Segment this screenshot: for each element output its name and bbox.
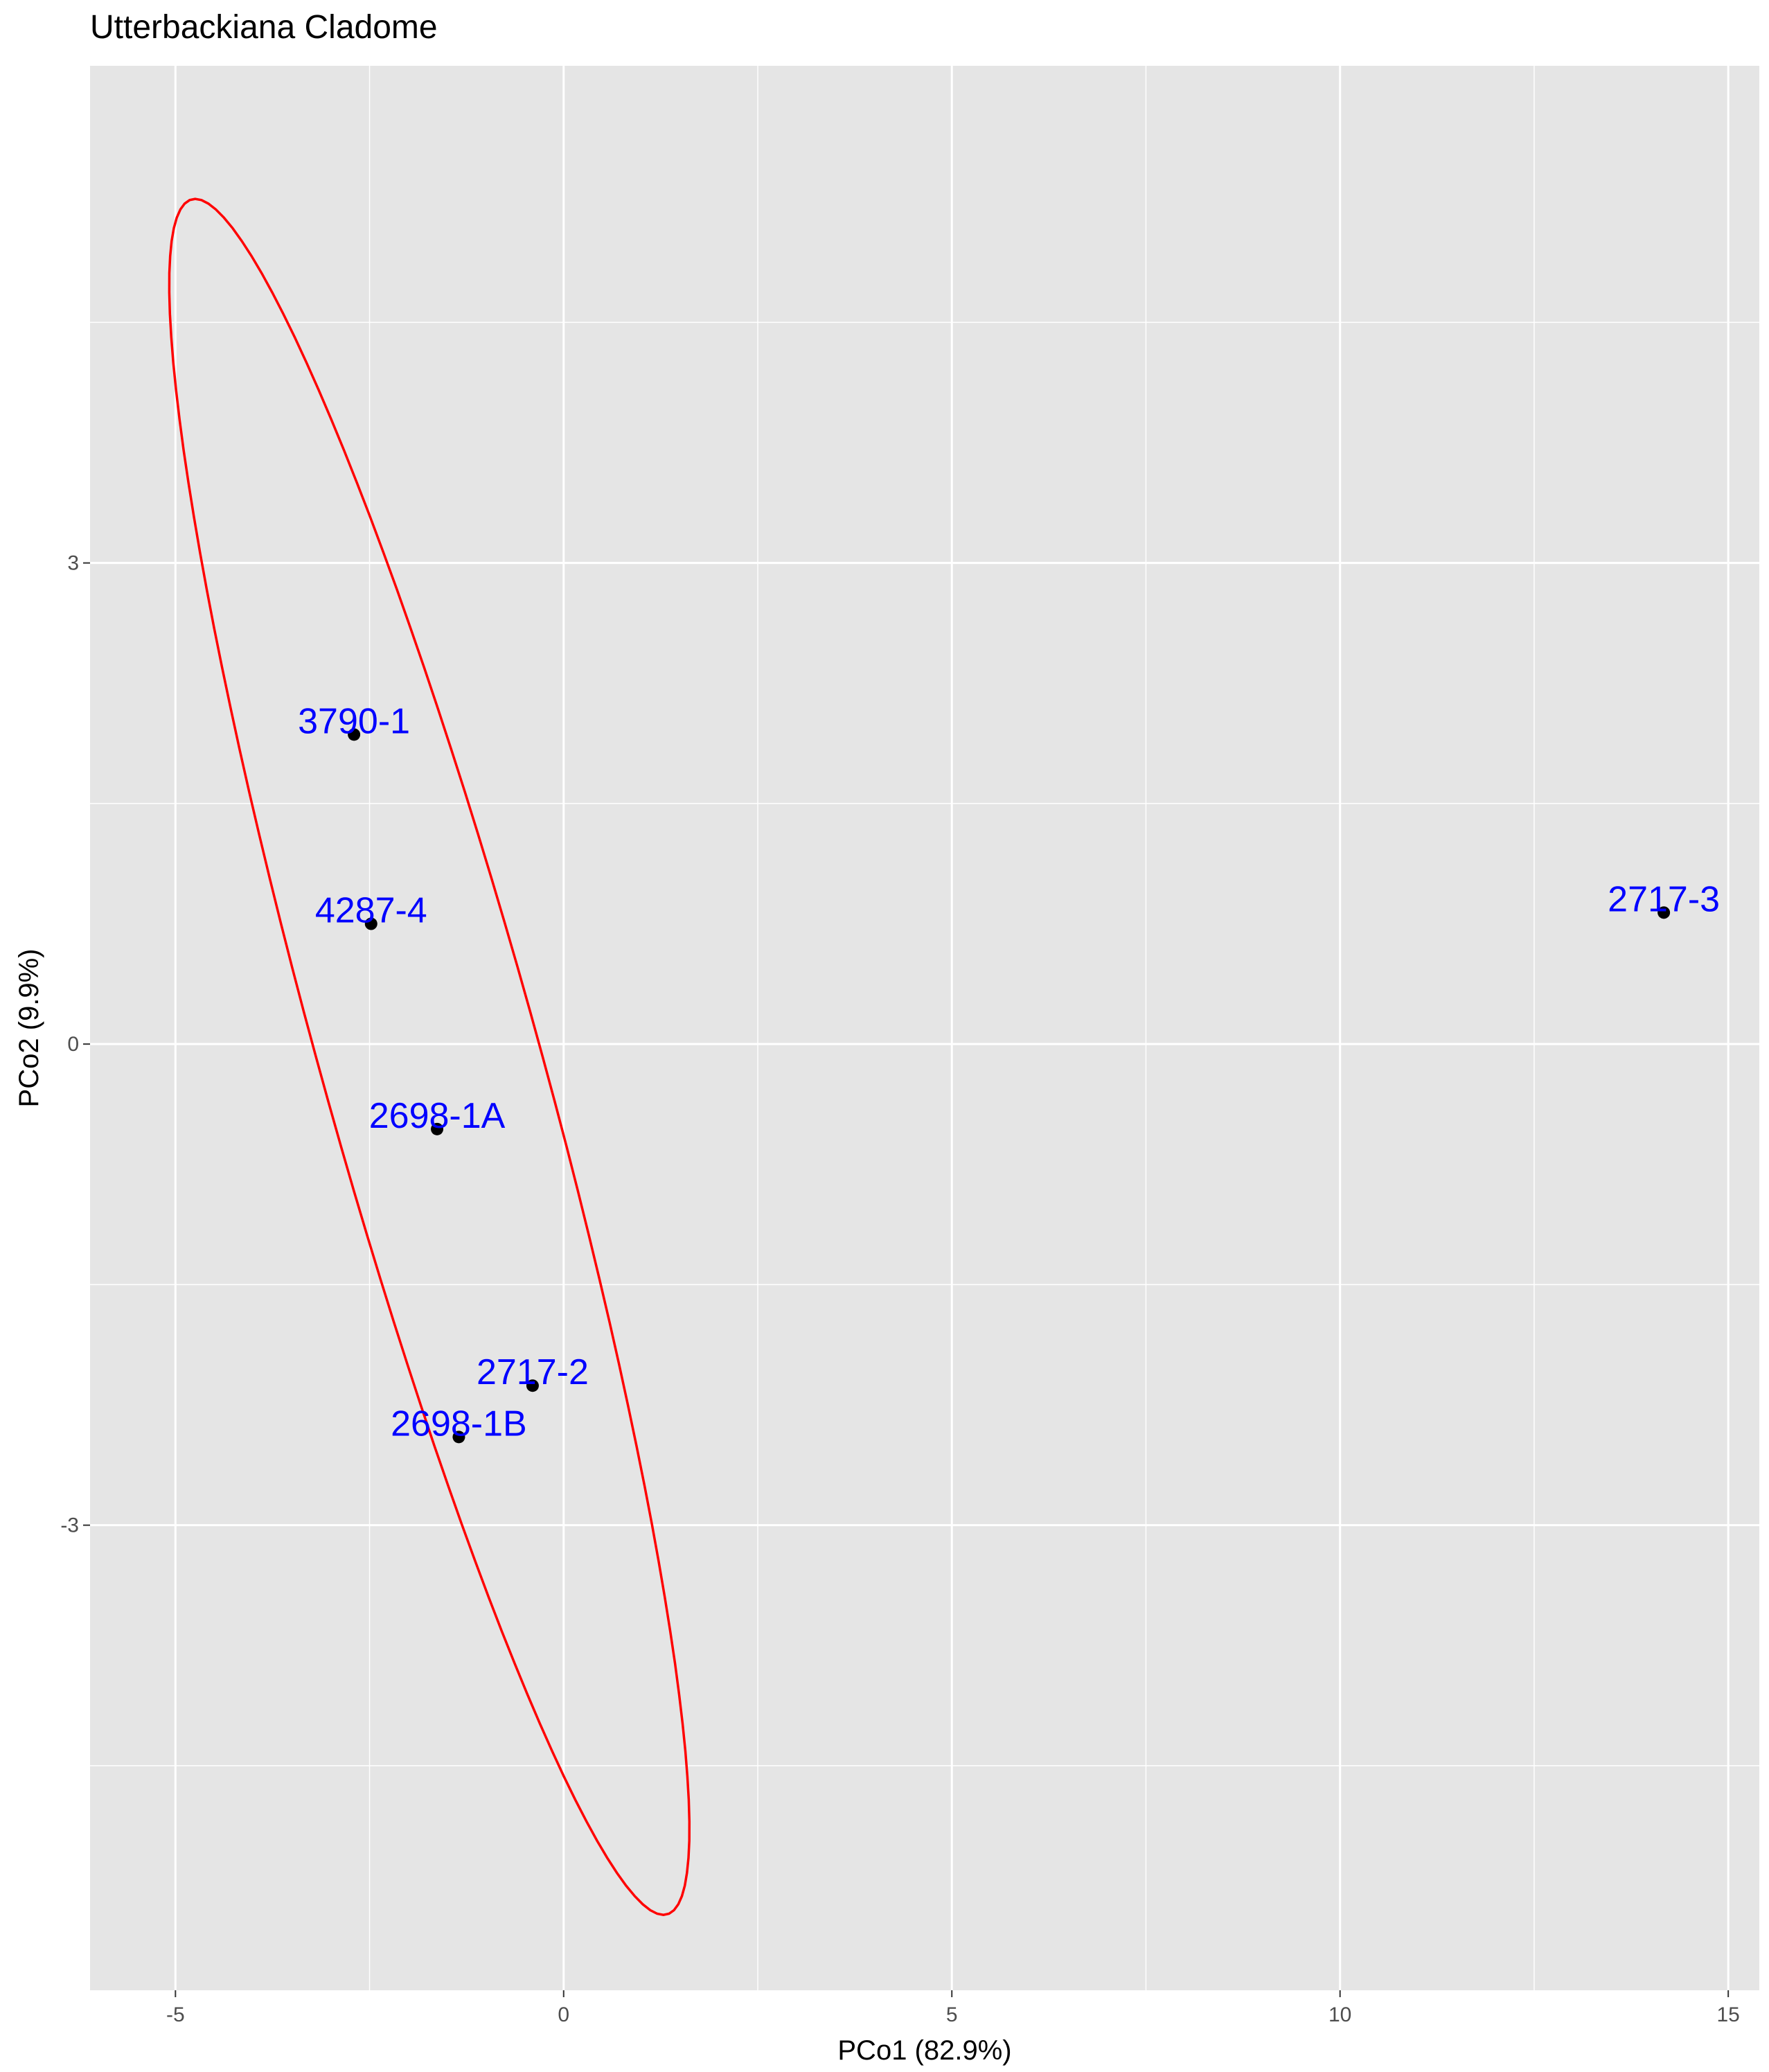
data-point — [452, 1431, 465, 1444]
x-tick-label: 10 — [1328, 2003, 1351, 2026]
point-labels: 3790-1 4287-4 2698-1A 2717-2 2698-1B 2717-3 — [298, 701, 1720, 1444]
data-point — [1657, 906, 1671, 919]
minor-gridlines — [90, 66, 1759, 1990]
confidence-ellipse — [168, 197, 691, 1916]
y-axis-title: PCo2 (9.9%) — [14, 949, 44, 1108]
point-label: 4287-4 — [315, 891, 427, 931]
axis-ticks — [83, 562, 1730, 1997]
point-label: 2698-1B — [391, 1404, 527, 1444]
y-tick-labels: -3 0 3 — [60, 552, 79, 1537]
y-tick-label: -3 — [60, 1514, 79, 1537]
x-tick-label: -5 — [166, 2003, 185, 2026]
data-point — [431, 1122, 444, 1135]
x-tick-labels: -5 0 5 10 15 — [166, 2003, 1740, 2026]
x-tick-label: 5 — [946, 2003, 958, 2026]
plot-panel — [90, 66, 1759, 1990]
data-point — [526, 1379, 539, 1392]
data-point — [364, 917, 377, 930]
x-tick-label: 15 — [1716, 2003, 1739, 2026]
y-tick-label: 0 — [67, 1033, 79, 1056]
chart-title: Utterbackiana Cladome — [90, 9, 438, 46]
point-label: 2717-3 — [1608, 879, 1720, 919]
x-tick-label: 0 — [558, 2003, 569, 2026]
data-points — [348, 728, 1671, 1444]
data-point — [348, 728, 361, 741]
point-label: 2698-1A — [369, 1096, 506, 1136]
point-label: 3790-1 — [298, 701, 410, 741]
point-label: 2717-2 — [477, 1352, 589, 1392]
x-axis-title: PCo1 (82.9%) — [837, 2035, 1011, 2066]
y-tick-label: 3 — [67, 552, 79, 575]
